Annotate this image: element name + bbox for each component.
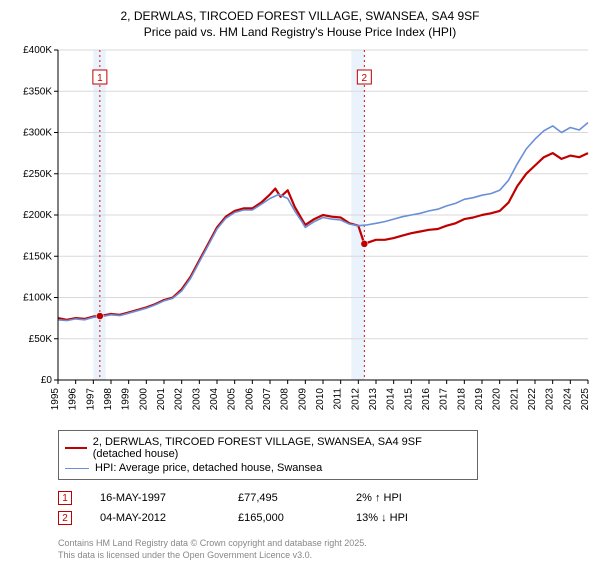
x-tick-label: 2025 — [580, 388, 591, 411]
x-tick-label: 2007 — [262, 388, 273, 411]
x-tick-label: 2021 — [509, 388, 520, 411]
x-tick-label: 2003 — [191, 388, 202, 411]
legend-label: 2, DERWLAS, TIRCOED FOREST VILLAGE, SWAN… — [93, 436, 471, 460]
x-tick-label: 2000 — [138, 388, 149, 411]
y-tick-label: £400K — [23, 45, 52, 56]
sale-point — [96, 313, 103, 320]
x-tick-label: 2023 — [545, 388, 556, 411]
y-tick-label: £150K — [23, 252, 52, 263]
x-tick-label: 2010 — [315, 388, 326, 411]
x-tick-label: 2013 — [368, 388, 379, 411]
sale-point — [361, 241, 368, 248]
title-line-2: Price paid vs. HM Land Registry's House … — [6, 24, 594, 40]
x-tick-label: 2014 — [386, 388, 397, 411]
marker-price: £77,495 — [238, 492, 328, 504]
marker-number: 1 — [97, 73, 103, 84]
marker-index-box: 1 — [58, 491, 72, 505]
chart-title: 2, DERWLAS, TIRCOED FOREST VILLAGE, SWAN… — [6, 8, 594, 40]
legend-swatch — [65, 468, 89, 469]
y-tick-label: £250K — [23, 169, 52, 180]
marker-date: 16-MAY-1997 — [100, 492, 210, 504]
chart-area: £0 £50K £100K £150K £200K £250K £300K £350K £400… — [6, 44, 594, 424]
y-tick-label: £300K — [23, 128, 52, 139]
marker-number: 2 — [362, 73, 368, 84]
legend-item: 2, DERWLAS, TIRCOED FOREST VILLAGE, SWAN… — [65, 435, 471, 461]
x-tick-label: 2008 — [280, 388, 291, 411]
marker-delta: 2% ↑ HPI — [356, 492, 402, 504]
legend-swatch — [65, 447, 87, 449]
x-tick-label: 2005 — [227, 388, 238, 411]
x-tick-label: 2011 — [333, 388, 344, 410]
marker-delta: 13% ↓ HPI — [356, 512, 408, 524]
attribution-line-1: Contains HM Land Registry data © Crown c… — [58, 538, 558, 550]
x-tick-label: 2017 — [439, 388, 450, 411]
x-tick-label: 2002 — [174, 388, 185, 411]
legend-label: HPI: Average price, detached house, Swan… — [95, 462, 322, 474]
legend-item: HPI: Average price, detached house, Swan… — [65, 461, 471, 475]
y-tick-label: £350K — [23, 87, 52, 98]
x-tick-label: 1996 — [68, 388, 79, 411]
x-tick-label: 2019 — [474, 388, 485, 411]
title-line-1: 2, DERWLAS, TIRCOED FOREST VILLAGE, SWAN… — [6, 8, 594, 24]
x-tick-label: 1998 — [103, 388, 114, 411]
x-tick-label: 1995 — [50, 388, 61, 411]
y-tick-label: £200K — [23, 210, 52, 221]
y-tick-label: £0 — [41, 375, 53, 386]
x-tick-label: 2001 — [156, 388, 167, 411]
x-tick-label: 2022 — [527, 388, 538, 411]
x-tick-label: 2004 — [209, 388, 220, 411]
attribution: Contains HM Land Registry data © Crown c… — [58, 538, 558, 561]
marker-row: 1 16-MAY-1997 £77,495 2% ↑ HPI — [58, 488, 594, 508]
marker-date: 04-MAY-2012 — [100, 512, 210, 524]
x-tick-label: 2009 — [297, 388, 308, 411]
chart-svg: £0 £50K £100K £150K £200K £250K £300K £350K £400… — [6, 44, 594, 424]
legend: 2, DERWLAS, TIRCOED FOREST VILLAGE, SWAN… — [58, 430, 478, 480]
marker-price: £165,000 — [238, 512, 328, 524]
marker-index-box: 2 — [58, 511, 72, 525]
x-tick-label: 2020 — [492, 388, 503, 411]
x-tick-label: 2015 — [403, 388, 414, 411]
x-tick-label: 2018 — [456, 388, 467, 411]
x-tick-label: 1999 — [121, 388, 132, 411]
marker-row: 2 04-MAY-2012 £165,000 13% ↓ HPI — [58, 508, 594, 528]
x-tick-label: 2024 — [562, 388, 573, 411]
x-tick-label: 1997 — [85, 388, 96, 411]
x-tick-label: 2016 — [421, 388, 432, 411]
y-tick-label: £50K — [29, 334, 53, 345]
x-tick-label: 2006 — [244, 388, 255, 411]
marker-table: 1 16-MAY-1997 £77,495 2% ↑ HPI 2 04-MAY-2012 £… — [58, 488, 594, 528]
y-tick-label: £100K — [23, 293, 52, 304]
x-tick-label: 2012 — [350, 388, 361, 411]
